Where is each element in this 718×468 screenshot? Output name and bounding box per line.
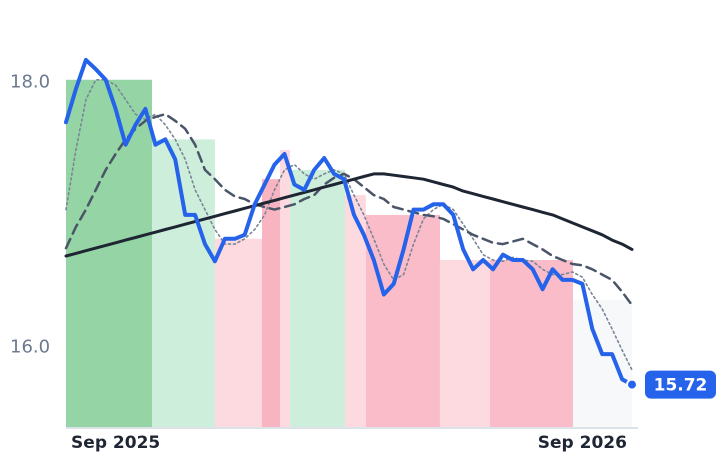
last-value-label: 15.72	[654, 376, 708, 396]
signal-band	[214, 238, 263, 427]
signal-band	[262, 179, 280, 427]
last-point	[626, 378, 638, 391]
series-line	[64, 172, 634, 258]
series-line	[64, 112, 634, 307]
signal-band	[345, 195, 366, 427]
series-line	[64, 57, 634, 387]
y-tick-label: 18.0	[10, 71, 50, 92]
y-tick-label: 16.0	[10, 336, 50, 357]
series-line	[65, 79, 633, 371]
signal-band	[439, 260, 491, 427]
signal-band	[290, 169, 346, 428]
x-tick-label: Sep 2025	[71, 433, 160, 453]
signal-band	[279, 150, 291, 427]
signal-band	[151, 139, 215, 427]
signal-band	[573, 299, 632, 427]
x-tick-label: Sep 2026	[538, 433, 627, 453]
last-value-badge	[645, 370, 716, 399]
signal-band	[490, 260, 574, 427]
